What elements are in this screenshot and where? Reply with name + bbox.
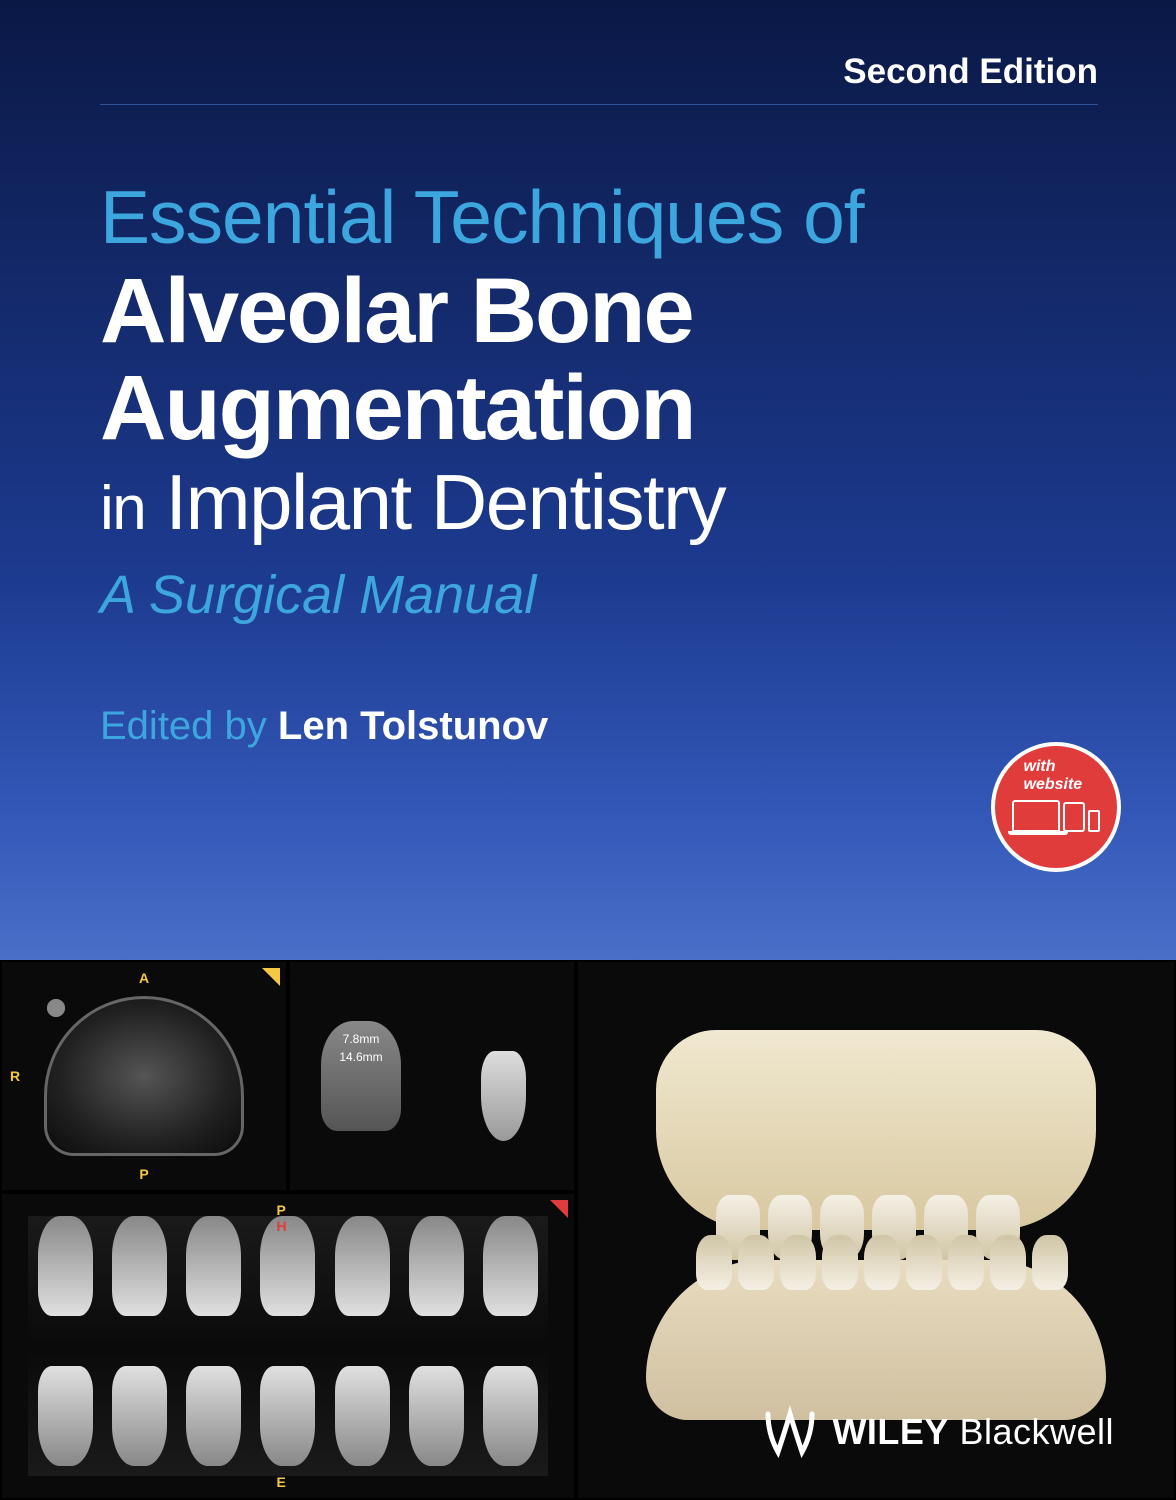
tooth-shape: [260, 1216, 315, 1316]
mandible-shape: [646, 1260, 1106, 1420]
title-supertitle: Essential Techniques of: [100, 180, 1106, 255]
tooth-shape: [335, 1366, 390, 1466]
tooth-shape: [483, 1366, 538, 1466]
tooth-shape: [409, 1216, 464, 1316]
upper-teeth-row: [28, 1216, 548, 1326]
edited-by-label: Edited by: [100, 704, 278, 748]
corner-marker-icon: [262, 968, 280, 986]
measurement-2: 14.6mm: [339, 1050, 382, 1064]
publisher-logo: WILEY Blackwell: [762, 1404, 1114, 1460]
badge-text: with website: [1024, 758, 1089, 794]
tooth-3d-shape: [990, 1235, 1026, 1290]
editor-line: Edited by Len Tolstunov: [100, 704, 1106, 749]
tooth-shape: [483, 1216, 538, 1316]
devices-icon: [1012, 800, 1100, 832]
tooth-section-shape: [481, 1051, 526, 1141]
website-badge: with website: [991, 742, 1121, 872]
blackwell-text: Blackwell: [949, 1411, 1114, 1452]
tooth-shape: [409, 1366, 464, 1466]
tooth-3d-shape: [780, 1235, 816, 1290]
laptop-icon: [1012, 800, 1060, 832]
wiley-logo-icon: [762, 1404, 818, 1460]
skull-3d-shape: [636, 1010, 1116, 1450]
tooth-3d-shape: [822, 1235, 858, 1290]
top-image-row: A P R 7.8mm 14.6mm: [0, 960, 576, 1192]
dental-arch-shape: [44, 996, 244, 1156]
tooth-shape: [186, 1216, 241, 1316]
badge-circle: with website: [991, 742, 1121, 872]
title-main-1: Alveolar Bone: [100, 263, 1106, 360]
3d-reconstruction-image: WILEY Blackwell: [576, 960, 1176, 1500]
tooth-shape: [112, 1216, 167, 1316]
panoramic-xray-image: P H E: [0, 1192, 576, 1500]
tooth-3d-shape: [906, 1235, 942, 1290]
tablet-icon: [1063, 802, 1085, 832]
tooth-3d-shape: [696, 1235, 732, 1290]
title-in-word: in: [100, 474, 145, 543]
lower-3d-teeth: [696, 1235, 1068, 1290]
left-image-column: A P R 7.8mm 14.6mm: [0, 960, 576, 1500]
axial-ct-image: A P R: [0, 960, 288, 1192]
title-main-2: Augmentation: [100, 360, 1106, 457]
corner-marker-red-icon: [550, 1200, 568, 1218]
coronal-ct-image: 7.8mm 14.6mm: [288, 960, 576, 1192]
tooth-3d-shape: [948, 1235, 984, 1290]
editor-name: Len Tolstunov: [278, 704, 548, 748]
e-label: E: [277, 1474, 286, 1490]
tooth-shape: [112, 1366, 167, 1466]
p-label: P: [277, 1202, 286, 1218]
posterior-label: P: [139, 1166, 148, 1182]
title-rest: Implant Dentistry: [145, 458, 725, 546]
measurement-1: 7.8mm: [343, 1032, 380, 1046]
tooth-3d-shape: [1032, 1235, 1068, 1290]
tooth-3d-shape: [864, 1235, 900, 1290]
wiley-text: WILEY: [832, 1411, 949, 1452]
divider-line: [100, 104, 1098, 105]
tooth-shape: [186, 1366, 241, 1466]
tooth-shape: [260, 1366, 315, 1466]
coronal-left: 7.8mm 14.6mm: [290, 962, 432, 1190]
h-label: H: [277, 1218, 287, 1234]
tooth-shape: [335, 1216, 390, 1316]
pano-teeth-shape: [28, 1216, 548, 1476]
tooth-shape: [38, 1216, 93, 1316]
right-label: R: [10, 1068, 20, 1084]
book-cover: Second Edition Essential Techniques of A…: [0, 0, 1176, 1500]
subtitle: A Surgical Manual: [100, 564, 1106, 626]
phone-icon: [1088, 810, 1100, 832]
anterior-label: A: [139, 970, 149, 986]
tooth-shape: [38, 1366, 93, 1466]
coronal-right: [432, 962, 574, 1190]
lower-teeth-row: [28, 1366, 548, 1476]
publisher-name: WILEY Blackwell: [832, 1411, 1114, 1453]
title-subtitle-line: in Implant Dentistry: [100, 460, 1106, 546]
maxilla-shape: [656, 1030, 1096, 1230]
image-grid: A P R 7.8mm 14.6mm: [0, 960, 1176, 1500]
edition-label: Second Edition: [843, 52, 1098, 92]
title-section: Second Edition Essential Techniques of A…: [0, 0, 1176, 960]
tooth-3d-shape: [738, 1235, 774, 1290]
title-block: Essential Techniques of Alveolar Bone Au…: [100, 50, 1106, 749]
